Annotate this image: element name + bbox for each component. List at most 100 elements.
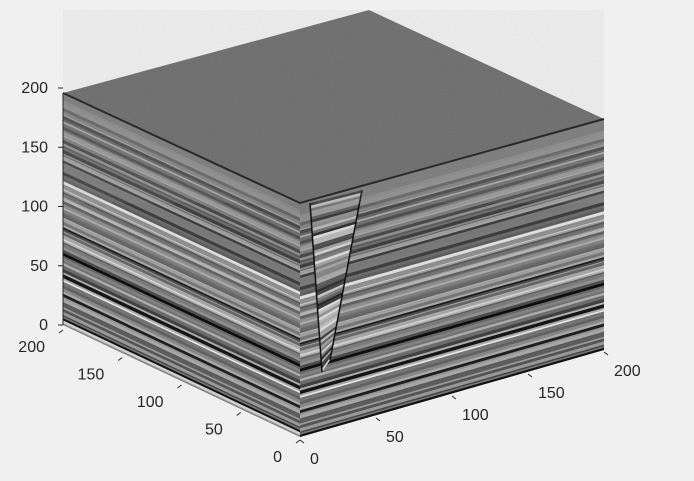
left-face-layer	[63, 213, 300, 327]
y-tick	[58, 329, 64, 334]
fault-layer	[313, 243, 352, 260]
right-face-layer	[300, 183, 604, 271]
fault-layer	[310, 198, 361, 215]
x-tick-label: 150	[538, 385, 565, 402]
right-face-layer	[300, 311, 604, 402]
left-face-layer	[63, 200, 300, 315]
left-face-layer	[63, 177, 300, 292]
axis-ticks	[58, 87, 609, 444]
left-face-layer	[63, 165, 300, 279]
z-tick-label: 200	[21, 80, 48, 97]
fault-layer	[314, 258, 350, 274]
left-face-layer	[63, 316, 300, 431]
right-face-layer	[300, 251, 604, 341]
left-face-layer	[63, 221, 300, 336]
fault-layer	[317, 300, 342, 316]
left-face-layer	[63, 281, 300, 397]
x-tick-label: 200	[614, 363, 641, 380]
right-face-layer	[300, 279, 604, 369]
right-face-layer	[300, 226, 604, 314]
left-face-layer	[63, 324, 300, 437]
fault-layer	[312, 226, 356, 243]
fault-layer	[312, 218, 357, 234]
right-face-layer	[300, 133, 604, 222]
x-tick-label: 50	[386, 429, 404, 446]
left-face-layer	[63, 149, 300, 264]
fault-layer	[317, 297, 342, 313]
left-face-layer	[63, 323, 300, 437]
right-face-layer	[300, 239, 604, 328]
right-face-layer	[300, 276, 604, 366]
left-face-layer	[63, 119, 300, 232]
right-face-layer	[300, 341, 604, 432]
right-face-layer	[300, 220, 604, 308]
left-face-layer	[63, 320, 300, 436]
left-face-layer	[63, 307, 300, 421]
left-face-layer	[63, 203, 300, 316]
left-face-layer	[63, 278, 300, 392]
right-face-layer	[300, 144, 604, 231]
left-face-layer	[63, 107, 300, 222]
left-face-layer	[63, 229, 300, 343]
right-face-layer	[300, 259, 604, 347]
left-face-layer	[63, 191, 300, 305]
left-face-layer	[63, 114, 300, 226]
right-face-layer	[300, 138, 604, 226]
fault-layer	[319, 320, 338, 336]
right-face-layer	[300, 346, 604, 435]
right-face-layer	[300, 242, 604, 330]
left-face-layer	[63, 102, 300, 217]
left-face-layer	[63, 196, 300, 309]
fault-layer	[320, 331, 336, 347]
right-face-layer	[300, 223, 604, 313]
left-face-layer	[63, 184, 300, 297]
fault-layer	[316, 275, 346, 291]
left-face-layer	[63, 136, 300, 251]
left-face-layer	[63, 235, 300, 348]
left-face-layer	[63, 106, 300, 218]
left-face-layer	[63, 258, 300, 373]
right-face-layer	[300, 262, 604, 352]
right-face-layer	[300, 141, 604, 230]
fault-layer	[310, 192, 362, 209]
fault-layer	[315, 269, 348, 285]
left-face-layer	[63, 135, 300, 247]
right-face-layer	[300, 156, 604, 245]
left-face-layer	[63, 308, 300, 424]
fault-layer	[316, 286, 344, 302]
right-face-layer	[300, 180, 604, 269]
left-face-layer	[63, 288, 300, 403]
z-tick-label: 50	[30, 258, 48, 275]
left-face-layer	[63, 190, 300, 303]
right-face-layer	[300, 237, 604, 326]
right-face-layer	[300, 243, 604, 332]
fault-layer	[315, 266, 348, 282]
z-tick-label: 100	[21, 199, 48, 216]
y-tick	[177, 384, 182, 389]
left-face-layer	[63, 296, 300, 411]
right-face-layer	[300, 344, 604, 434]
left-face-layer	[63, 252, 300, 368]
left-face-layer	[63, 232, 300, 347]
left-face-layer	[63, 303, 300, 419]
y-tick	[236, 412, 242, 416]
right-face-layer	[300, 321, 604, 411]
left-face-layer	[63, 231, 300, 344]
fault-layer	[320, 340, 334, 356]
right-face-layer	[300, 290, 604, 379]
y-tick	[117, 357, 123, 361]
left-face-layer	[63, 154, 300, 267]
left-face-layer	[63, 262, 300, 377]
fault-layer	[314, 249, 351, 265]
left-face-layer	[63, 302, 300, 416]
left-face-layer	[63, 291, 300, 406]
left-face-layer	[63, 157, 300, 271]
left-face-layer	[63, 193, 300, 308]
right-face-layer	[300, 309, 604, 398]
fault-layer	[317, 289, 344, 305]
fault-layer	[311, 207, 359, 223]
y-tick-label: 100	[137, 394, 164, 411]
fault-layer	[311, 215, 358, 232]
right-face-layer	[300, 190, 604, 279]
fault-layer	[316, 283, 345, 299]
